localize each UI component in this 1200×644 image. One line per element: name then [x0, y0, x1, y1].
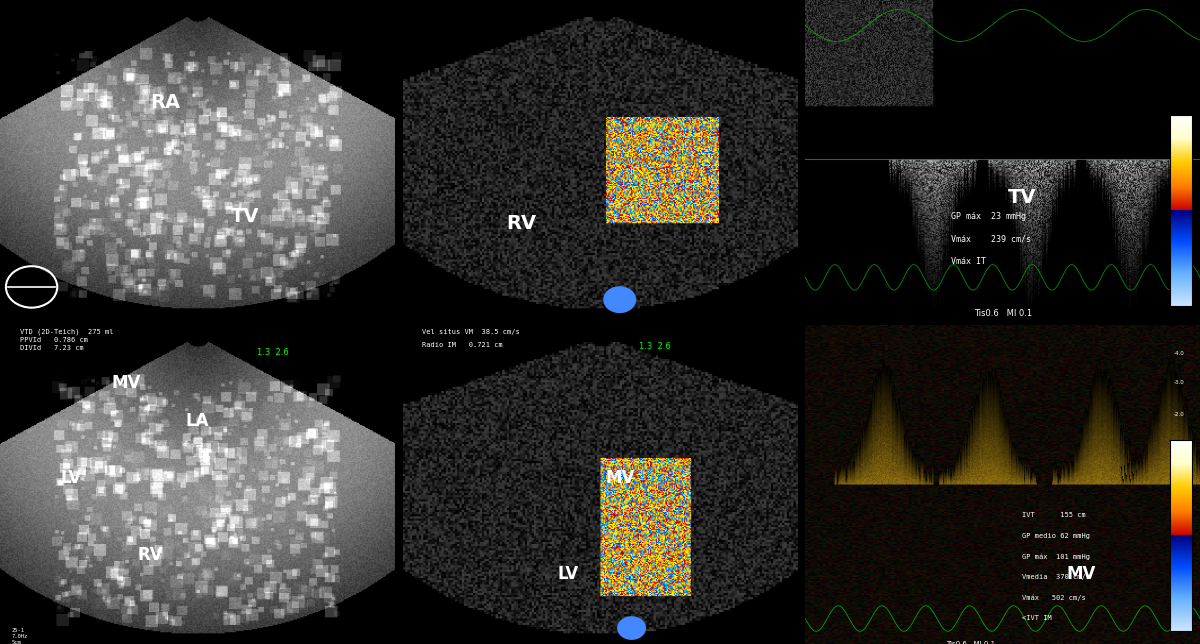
Text: 1.3  2.6: 1.3 2.6 — [257, 348, 288, 357]
Text: -1.0: -1.0 — [1174, 444, 1184, 449]
Text: 1.3  2.6: 1.3 2.6 — [640, 342, 671, 351]
Text: Vmáx    239 cm/s: Vmáx 239 cm/s — [952, 234, 1031, 243]
Circle shape — [604, 287, 636, 312]
Text: MV: MV — [605, 469, 635, 488]
Text: LV: LV — [558, 565, 580, 583]
Text: MV: MV — [112, 374, 142, 392]
Text: GP medio 62 mmHg: GP medio 62 mmHg — [1022, 533, 1091, 538]
Text: -4.0: -4.0 — [1174, 352, 1184, 356]
Text: -2.0: -2.0 — [1174, 412, 1184, 417]
Text: RV: RV — [506, 214, 536, 232]
Text: IVT      155 cm: IVT 155 cm — [1022, 512, 1086, 518]
Text: Tis0.6   MI 0.1: Tis0.6 MI 0.1 — [973, 309, 1032, 318]
Text: MV: MV — [1067, 565, 1097, 583]
Text: TV: TV — [230, 207, 259, 226]
Text: RA: RA — [151, 93, 181, 111]
Text: Radio IM   0.721 cm: Radio IM 0.721 cm — [422, 341, 503, 348]
Text: RV: RV — [137, 545, 163, 564]
Text: GP máx  23 mmHg: GP máx 23 mmHg — [952, 213, 1026, 222]
Text: <IVT IM: <IVT IM — [1022, 616, 1052, 621]
Text: PPVId   0.786 cm: PPVId 0.786 cm — [19, 337, 88, 343]
Text: GP máx  101 mmHg: GP máx 101 mmHg — [1022, 553, 1091, 560]
Text: DIVId   7.23 cm: DIVId 7.23 cm — [19, 345, 84, 351]
Text: LV: LV — [60, 469, 82, 488]
Text: -3.0: -3.0 — [1174, 380, 1184, 385]
Text: Tis0.6   MI 0.1: Tis0.6 MI 0.1 — [947, 641, 996, 644]
Text: TV: TV — [1008, 188, 1037, 207]
Text: 25-1
7.0Hz
5cm
70%
Saj
Saj
Paramon: 25-1 7.0Hz 5cm 70% Saj Saj Paramon — [12, 628, 35, 644]
Text: LA: LA — [186, 412, 209, 430]
Text: Vmáx IT: Vmáx IT — [952, 257, 986, 266]
Circle shape — [618, 617, 646, 639]
Text: Vmedia  370 cm/s: Vmedia 370 cm/s — [1022, 574, 1091, 580]
Text: Vel situs VM  38.5 cm/s: Vel situs VM 38.5 cm/s — [422, 328, 520, 335]
Text: Vmáx   502 cm/s: Vmáx 502 cm/s — [1022, 594, 1086, 601]
Text: VTD (2D-Teich)  275 ml: VTD (2D-Teich) 275 ml — [19, 328, 113, 335]
